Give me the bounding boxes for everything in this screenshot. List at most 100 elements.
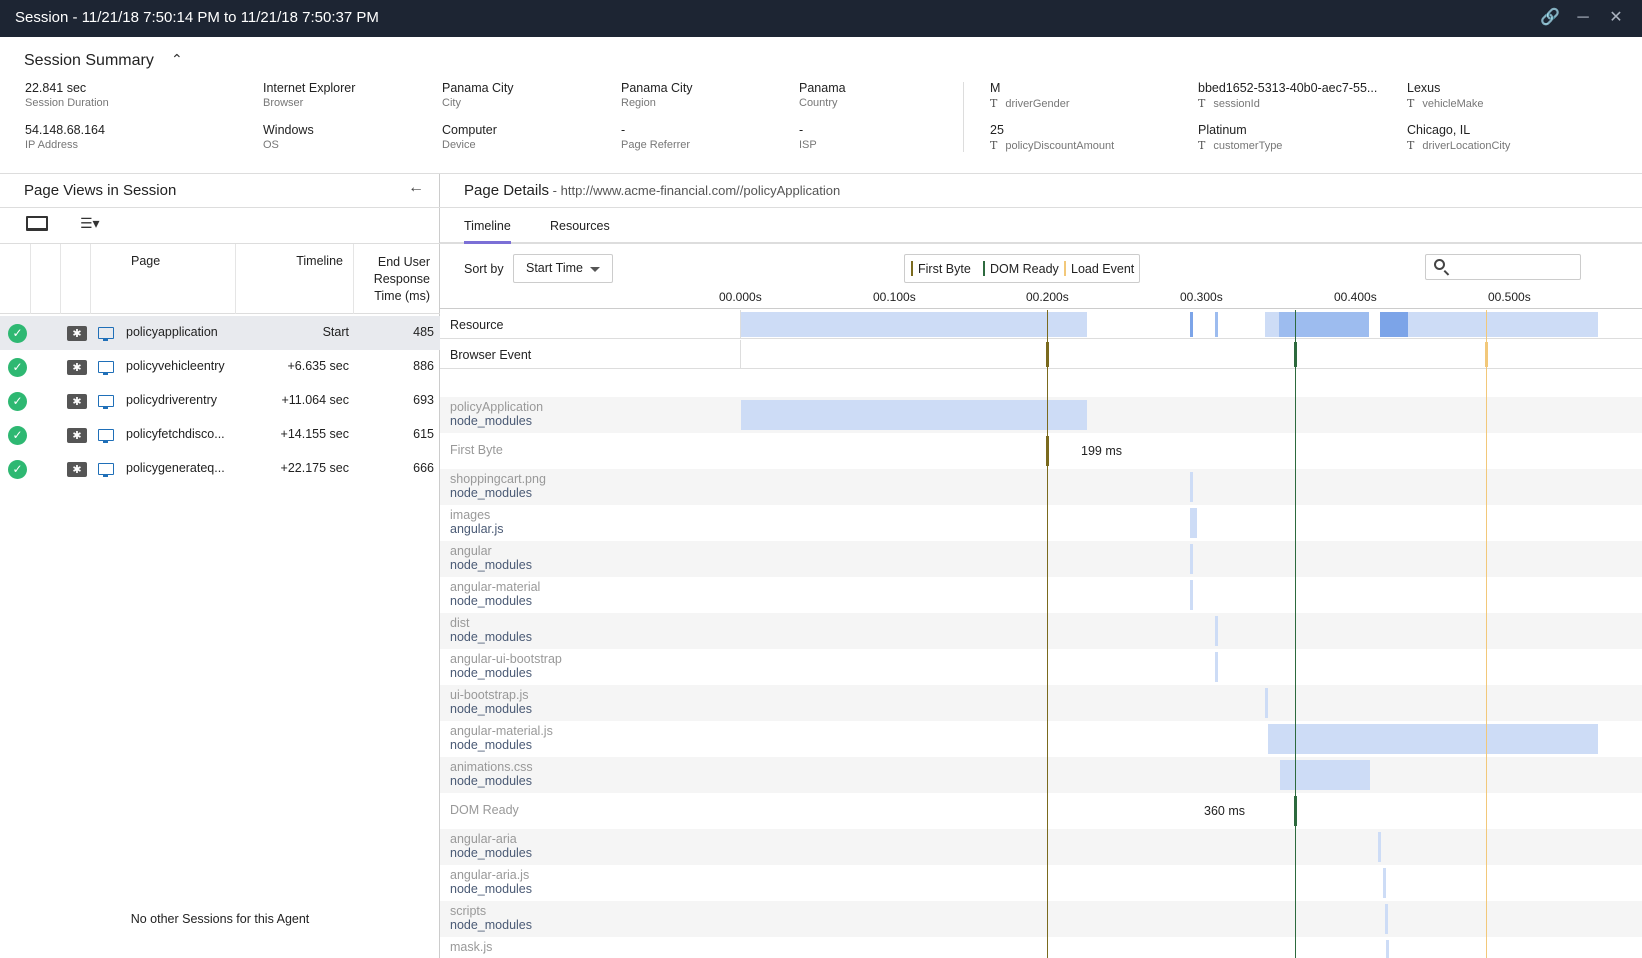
resource-row[interactable]: scripts node_modules: [440, 901, 1642, 937]
resource-row[interactable]: dist node_modules: [440, 613, 1642, 649]
resource-row[interactable]: policyApplication node_modules: [440, 397, 1642, 433]
laptop-icon[interactable]: [26, 216, 48, 231]
browser-field: Internet Explorer Browser: [263, 81, 356, 109]
check-circle-icon: ✓: [8, 324, 27, 343]
check-circle-icon: ✓: [8, 426, 27, 445]
col-timeline-label: Timeline: [296, 254, 343, 268]
resource-row[interactable]: animations.css node_modules: [440, 757, 1642, 793]
resource-row[interactable]: First Byte 199 ms: [440, 433, 1642, 469]
resource-row[interactable]: images angular.js: [440, 505, 1642, 541]
arrow-left-icon[interactable]: ←: [408, 179, 424, 196]
load-event-line: [1486, 310, 1487, 958]
timeline-search-input[interactable]: [1425, 254, 1581, 280]
col-status: [0, 244, 31, 314]
tick-label: 00.400s: [1334, 290, 1377, 304]
close-icon[interactable]: ✕: [1609, 9, 1623, 26]
page-view-row[interactable]: ✓ ✱ policydriverentry +11.064 sec 693: [0, 384, 440, 418]
page-name: policygenerateq...: [126, 461, 225, 475]
dom-ready-value: 360 ms: [1204, 804, 1245, 818]
folder-asterisk-icon: ✱: [67, 462, 87, 477]
col-response[interactable]: End User Response Time (ms): [354, 244, 440, 314]
resource-name: mask.js: [450, 940, 493, 954]
col-folder: [61, 244, 91, 314]
page-view-row[interactable]: ✓ ✱ policyfetchdisco... +14.155 sec 615: [0, 418, 440, 452]
resource-name: angular-material: [450, 580, 541, 594]
col-page-label: Page: [131, 254, 161, 268]
chevron-up-icon[interactable]: ⌃: [171, 51, 183, 67]
page-response-time: 666: [413, 461, 434, 475]
resource-row[interactable]: ui-bootstrap.js node_modules: [440, 685, 1642, 721]
col-page[interactable]: Page: [91, 244, 236, 314]
resource-row[interactable]: angular node_modules: [440, 541, 1642, 577]
page-timeline: Start: [322, 325, 349, 339]
col-timeline[interactable]: Timeline: [236, 244, 354, 314]
resource-bar: [1280, 760, 1370, 790]
resource-dir: node_modules: [450, 594, 533, 608]
city-field: Panama City City: [442, 81, 514, 109]
page-timeline: +11.064 sec: [281, 393, 349, 407]
resource-name: scripts: [450, 904, 487, 918]
resource-name: First Byte: [450, 443, 503, 457]
resource-name: ui-bootstrap.js: [450, 688, 529, 702]
resource-bar: [1190, 472, 1193, 502]
page-views-header: Page Views in Session ←: [0, 174, 440, 208]
resource-name: images: [450, 508, 491, 522]
resource-row[interactable]: DOM Ready 360 ms: [440, 793, 1642, 829]
filter-sliders-icon[interactable]: ☰▾: [80, 215, 100, 231]
page-name: policydriverentry: [126, 393, 218, 407]
page-name: policyvehicleentry: [126, 359, 225, 373]
tick-label: 00.000s: [719, 290, 762, 304]
referrer-field: - Page Referrer: [621, 123, 691, 151]
resource-row[interactable]: angular-aria.js node_modules: [440, 865, 1642, 901]
text-type-icon: T: [1198, 97, 1206, 110]
resource-name: angular-aria: [450, 832, 517, 846]
resource-dir: node_modules: [450, 486, 533, 500]
resource-row[interactable]: angular-ui-bootstrap node_modules: [440, 649, 1642, 685]
page-view-row[interactable]: ✓ ✱ policygenerateq... +22.175 sec 666: [0, 452, 440, 486]
resource-bar: [1215, 616, 1218, 646]
page-view-row[interactable]: ✓ ✱ policyvehicleentry +6.635 sec 886: [0, 350, 440, 384]
link-icon[interactable]: 🔗: [1540, 9, 1560, 26]
page-timeline: +22.175 sec: [280, 461, 349, 475]
resource-bar: [1215, 652, 1218, 682]
page-details-panel: Page Details - http://www.acme-financial…: [440, 174, 1642, 958]
resource-dir: node_modules: [450, 630, 533, 644]
page-details-header: Page Details - http://www.acme-financial…: [440, 174, 1642, 208]
check-circle-icon: ✓: [8, 358, 27, 377]
row-label: Browser Event: [450, 348, 532, 362]
sort-dropdown[interactable]: Start Time: [513, 254, 613, 283]
resource-row[interactable]: angular-material node_modules: [440, 577, 1642, 613]
caret-down-icon: [590, 267, 600, 272]
region-field: Panama City Region: [621, 81, 693, 109]
no-other-sessions: No other Sessions for this Agent: [130, 912, 310, 926]
folder-asterisk-icon: ✱: [67, 326, 87, 341]
tab-resources[interactable]: Resources: [550, 219, 610, 233]
folder-asterisk-icon: ✱: [67, 360, 87, 375]
resource-name: policyApplication: [450, 400, 544, 414]
resource-row[interactable]: shoppingcart.png node_modules: [440, 469, 1642, 505]
monitor-icon: [98, 395, 114, 409]
resource-name: angular: [450, 544, 492, 558]
tab-timeline[interactable]: Timeline: [464, 219, 511, 244]
tick-label: 00.100s: [873, 290, 916, 304]
page-name: policyapplication: [126, 325, 218, 339]
page-view-row[interactable]: ✓ ✱ policyapplication Start 485: [0, 316, 440, 350]
resource-row[interactable]: angular-aria node_modules: [440, 829, 1642, 865]
resource-row[interactable]: mask.js: [440, 937, 1642, 958]
resource-name: shoppingcart.png: [450, 472, 546, 486]
minimize-icon[interactable]: ─: [1577, 9, 1589, 26]
dom-ready-line: [1295, 310, 1296, 958]
resource-dir: node_modules: [450, 414, 533, 428]
legend-marker: [983, 261, 985, 276]
sort-dropdown-value: Start Time: [526, 261, 583, 275]
monitor-icon: [98, 361, 114, 375]
resource-row[interactable]: angular-material.js node_modules: [440, 721, 1642, 757]
resource-dir: node_modules: [450, 918, 533, 932]
timeline-axis: [440, 308, 1642, 309]
page-views-toolbar: ☰▾: [0, 208, 440, 244]
resource-bar: [741, 312, 1087, 337]
summary-title: Session Summary: [24, 52, 154, 69]
resource-bar: [1190, 508, 1197, 538]
